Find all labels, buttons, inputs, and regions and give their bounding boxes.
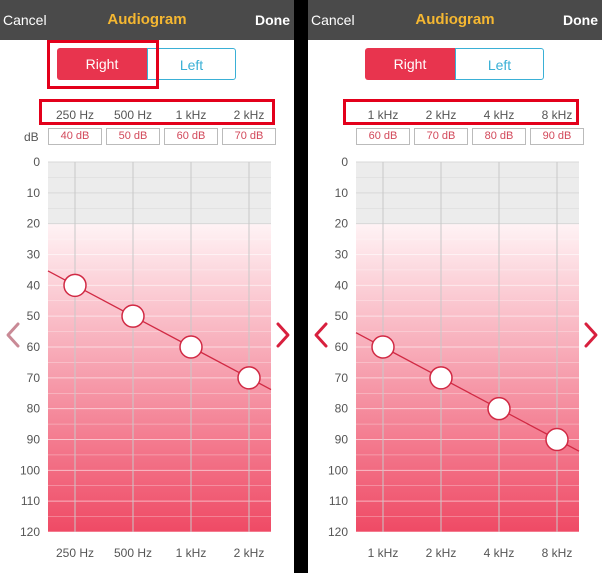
threshold-point[interactable] <box>63 273 87 298</box>
db-value-box: 40 dB <box>48 128 102 145</box>
y-tick-label: 100 <box>20 463 40 477</box>
threshold-point[interactable] <box>371 335 395 359</box>
threshold-point[interactable] <box>545 427 569 452</box>
tab-right-ear[interactable]: Right <box>365 48 455 80</box>
y-tick-label: 110 <box>21 494 40 508</box>
db-value-box: 60 dB <box>356 128 410 145</box>
y-tick-label: 40 <box>335 278 349 292</box>
y-tick-label: 10 <box>335 186 349 200</box>
y-tick-label: 0 <box>341 155 348 169</box>
y-tick-label: 60 <box>335 340 349 354</box>
threshold-point[interactable] <box>179 335 203 359</box>
y-tick-label: 50 <box>335 309 349 323</box>
frequency-header: 500 Hz <box>113 108 153 122</box>
done-button[interactable]: Done <box>255 12 290 28</box>
x-tick-label: 2 kHz <box>425 546 457 560</box>
x-tick-label: 4 kHz <box>483 546 515 560</box>
x-tick-label: 500 Hz <box>113 546 153 560</box>
y-tick-label: 80 <box>335 402 349 416</box>
audiogram-chart[interactable]: 0 10 20 30 40 50 60 70 80 90 100 110 120 <box>308 0 602 573</box>
y-tick-label: 0 <box>33 155 40 169</box>
db-value-box: 80 dB <box>472 128 526 145</box>
threshold-point[interactable] <box>121 304 145 328</box>
x-tick-label: 1 kHz <box>367 546 399 560</box>
db-value-box: 50 dB <box>106 128 160 145</box>
done-button[interactable]: Done <box>563 12 598 28</box>
y-tick-label: 20 <box>27 217 41 231</box>
panel-divider <box>294 0 308 573</box>
y-tick-label: 20 <box>335 217 349 231</box>
x-tick-label: 2 kHz <box>233 546 265 560</box>
y-tick-label: 80 <box>27 402 41 416</box>
y-tick-label: 70 <box>335 371 349 385</box>
x-tick-label: 1 kHz <box>175 546 207 560</box>
tab-right-ear[interactable]: Right <box>57 48 147 80</box>
x-tick-label: 250 Hz <box>55 546 95 560</box>
y-tick-label: 70 <box>27 371 41 385</box>
page-title: Audiogram <box>415 11 495 28</box>
db-value-box: 90 dB <box>530 128 584 145</box>
cancel-button[interactable]: Cancel <box>311 12 355 28</box>
chevron-right-icon[interactable] <box>580 320 602 350</box>
y-tick-label: 100 <box>328 463 348 477</box>
y-tick-label: 90 <box>27 433 41 447</box>
tab-left-ear[interactable]: Left <box>147 48 236 80</box>
frequency-header: 1 kHz <box>367 108 399 122</box>
threshold-point[interactable] <box>237 366 261 390</box>
db-value-box: 70 dB <box>414 128 468 145</box>
y-tick-label: 60 <box>27 340 41 354</box>
y-tick-label: 10 <box>27 186 41 200</box>
threshold-point[interactable] <box>429 366 453 390</box>
y-tick-label: 120 <box>328 525 348 539</box>
frequency-header: 2 kHz <box>425 108 457 122</box>
frequency-header: 4 kHz <box>483 108 515 122</box>
db-value-box: 70 dB <box>222 128 276 145</box>
y-tick-label: 120 <box>20 525 40 539</box>
header-bar: Cancel Audiogram Done <box>308 0 602 40</box>
chevron-right-icon[interactable] <box>272 320 294 350</box>
header-bar: Cancel Audiogram Done <box>0 0 294 40</box>
db-axis-label: dB <box>24 130 39 144</box>
frequency-header: 8 kHz <box>541 108 573 122</box>
y-tick-label: 30 <box>335 248 349 262</box>
tab-left-ear[interactable]: Left <box>455 48 544 80</box>
y-tick-label: 30 <box>27 248 41 262</box>
y-tick-label: 90 <box>335 433 349 447</box>
chevron-left-icon[interactable] <box>2 320 24 350</box>
cancel-button[interactable]: Cancel <box>3 12 47 28</box>
chevron-left-icon[interactable] <box>310 320 332 350</box>
x-tick-label: 8 kHz <box>541 546 573 560</box>
db-value-box: 60 dB <box>164 128 218 145</box>
frequency-header: 250 Hz <box>55 108 95 122</box>
y-tick-label: 110 <box>329 494 348 508</box>
audiogram-chart[interactable]: 0 10 20 30 40 50 60 70 80 90 100 110 120 <box>0 0 294 573</box>
frequency-header: 2 kHz <box>233 108 265 122</box>
audiogram-panel-2: Cancel Audiogram Done Right Left 1 kHz 2… <box>308 0 602 573</box>
page-title: Audiogram <box>107 11 187 28</box>
threshold-point[interactable] <box>487 396 511 421</box>
audiogram-panel-1: Cancel Audiogram Done Right Left 250 Hz … <box>0 0 294 573</box>
y-tick-label: 50 <box>27 309 41 323</box>
frequency-header: 1 kHz <box>175 108 207 122</box>
y-tick-label: 40 <box>27 278 41 292</box>
